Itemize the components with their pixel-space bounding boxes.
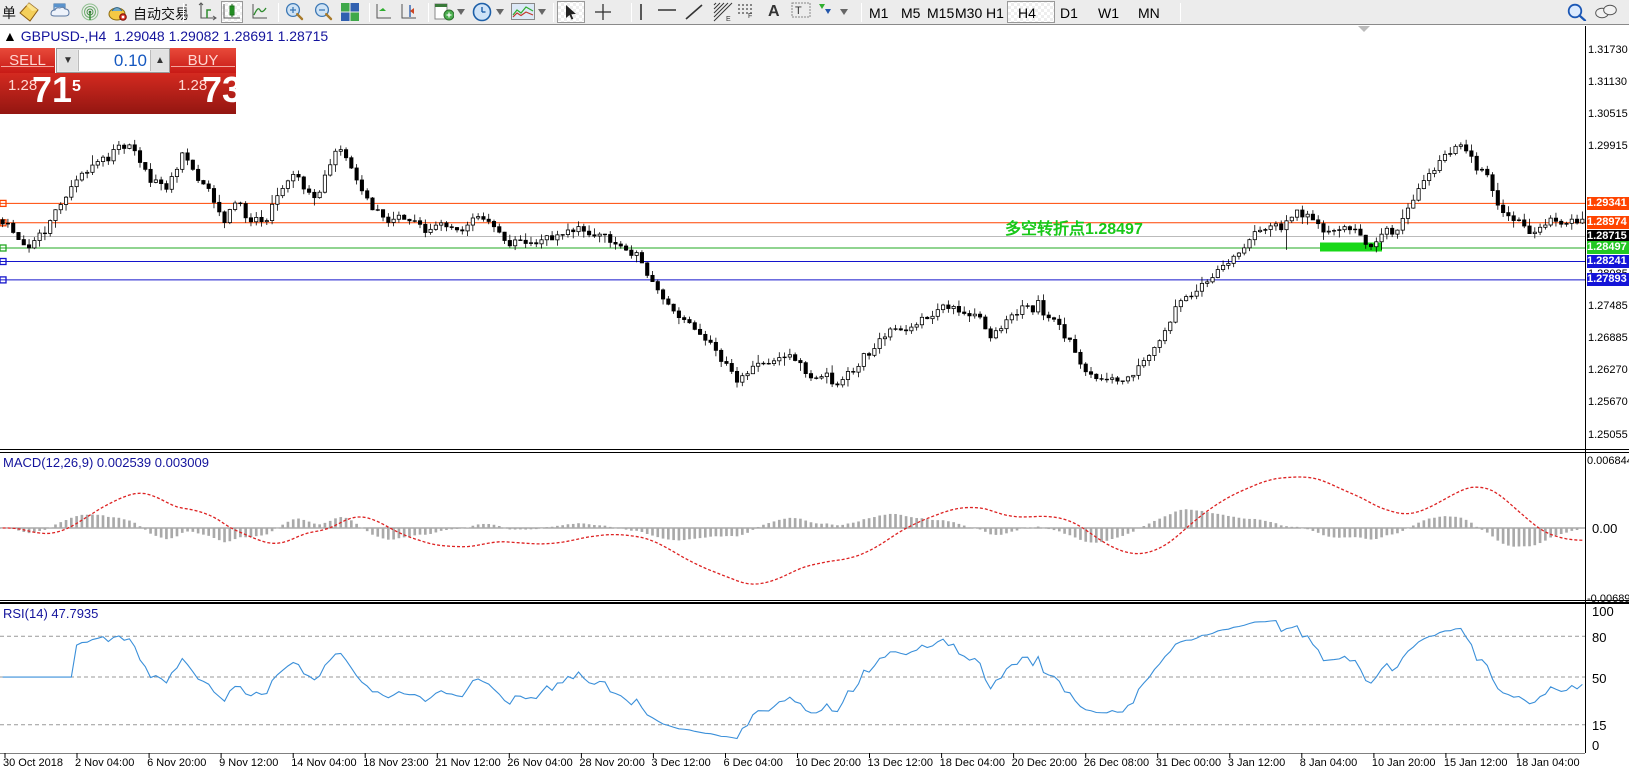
svg-text:F: F xyxy=(748,13,752,18)
svg-text:T: T xyxy=(795,5,802,17)
svg-text:E: E xyxy=(726,16,731,23)
